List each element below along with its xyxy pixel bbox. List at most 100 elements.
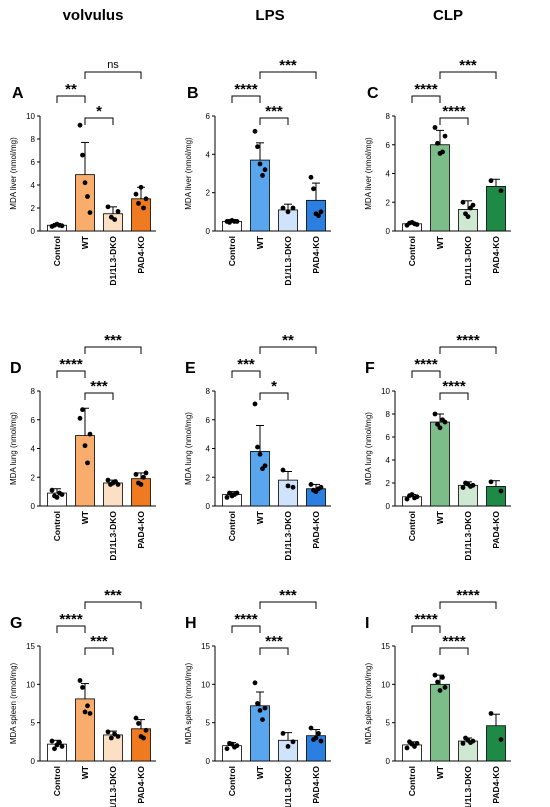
significance-bracket [56, 370, 86, 378]
significance-bracket [259, 117, 289, 125]
category-label: Control [407, 766, 417, 796]
significance-label: *** [104, 332, 122, 349]
y-tick-label: 0 [206, 502, 211, 511]
y-tick-label: 2 [31, 204, 36, 213]
significance-label: **** [414, 81, 438, 98]
category-label: Control [407, 236, 417, 266]
data-point [141, 735, 146, 741]
category-label: WT [435, 765, 445, 779]
data-point [308, 725, 314, 731]
y-tick-label: 4 [206, 150, 211, 159]
data-point [318, 738, 324, 744]
data-point [498, 488, 504, 494]
category-label: D1/1L3-DKO [283, 511, 293, 561]
data-point [437, 688, 443, 693]
panel-label: C [367, 85, 379, 102]
category-label: WT [80, 765, 90, 779]
category-label: Control [52, 766, 62, 796]
data-point [313, 735, 319, 741]
data-point [440, 675, 445, 680]
data-point [488, 711, 494, 716]
category-label: WT [80, 235, 90, 249]
y-tick-label: 2 [206, 189, 211, 198]
data-point [133, 191, 139, 197]
bar-WT [430, 144, 450, 232]
y-tick-label: 8 [386, 410, 391, 419]
bar-D1/1L3-DKO [103, 482, 123, 507]
y-tick-label: 4 [386, 170, 391, 179]
significance-label: **** [234, 81, 258, 98]
panel-B: LPS B 0 2 4 6 MDA liver (nmol/mg) Control WT D1/1… [184, 7, 331, 286]
data-point [437, 425, 443, 431]
y-tick-label: 4 [386, 456, 391, 465]
data-point [435, 140, 440, 146]
significance-bracket [411, 95, 441, 103]
significance-label: * [271, 378, 277, 395]
category-label: PAD4-KO [311, 766, 321, 804]
panel-label: B [187, 85, 199, 102]
data-point [465, 214, 471, 220]
data-point [290, 739, 296, 745]
panel-A: volvulus A 0 2 4 6 8 10 MDA liver (nmol/mg) Contr… [9, 7, 156, 286]
bar-PAD4-KO [486, 186, 506, 232]
y-tick-label: 0 [31, 502, 36, 511]
y-axis-label: MDA spleen (nmol/mg) [9, 662, 18, 744]
data-point [133, 471, 139, 477]
data-point [285, 209, 291, 215]
data-point [442, 133, 448, 139]
y-tick-label: 5 [386, 719, 391, 728]
data-point [435, 679, 440, 685]
category-label: D1/1L3-DKO [108, 766, 118, 807]
panel-I: I 0 5 10 15 MDA spleen (nmol/mg) Control WT D1/1… [364, 587, 511, 807]
panel-label: G [10, 615, 22, 632]
data-point [311, 186, 316, 192]
data-point [470, 202, 476, 208]
y-tick-label: 6 [206, 416, 211, 425]
data-point [255, 444, 260, 450]
data-point [290, 205, 296, 211]
y-tick-label: 5 [31, 719, 36, 728]
significance-label: **** [414, 356, 438, 373]
y-tick-label: 0 [386, 502, 391, 511]
category-label: WT [255, 510, 265, 524]
y-tick-label: 6 [206, 112, 211, 121]
data-point [262, 167, 268, 173]
significance-bracket [439, 71, 497, 79]
panel-label: D [10, 360, 22, 377]
significance-bracket [84, 392, 114, 400]
significance-bracket [259, 647, 289, 655]
data-point [59, 223, 65, 229]
data-point [435, 421, 440, 427]
significance-bracket [84, 117, 114, 125]
data-point [133, 715, 139, 721]
data-point [260, 717, 265, 722]
category-label: PAD4-KO [491, 511, 501, 549]
data-point [234, 219, 240, 224]
column-title: LPS [255, 7, 284, 24]
y-axis-label: MDA lung (nmol/mg) [9, 412, 18, 485]
data-point [108, 214, 114, 220]
data-point [77, 122, 83, 128]
data-point [112, 217, 118, 222]
data-point [234, 490, 240, 496]
data-point [54, 494, 60, 500]
category-label: Control [52, 236, 62, 266]
data-point [432, 125, 438, 130]
significance-label: *** [90, 378, 108, 395]
data-point [85, 460, 90, 466]
panel-label: H [185, 615, 197, 632]
significance-label: **** [442, 103, 466, 120]
panel-D: D 0 2 4 6 8 MDA lung (nmol/mg) Control WT D1/1L3-… [9, 332, 156, 561]
y-tick-label: 10 [201, 680, 210, 689]
data-point [105, 204, 111, 210]
significance-bracket [84, 647, 114, 655]
category-label: D1/1L3-DKO [283, 766, 293, 807]
data-point [414, 222, 420, 227]
category-label: Control [407, 511, 417, 541]
category-label: WT [435, 235, 445, 249]
panel-F: F 0 2 4 6 8 10 MDA lung (nmol/mg) Control WT D1/1L… [364, 332, 511, 561]
data-point [280, 467, 286, 473]
significance-bracket [84, 601, 142, 609]
category-label: PAD4-KO [136, 236, 146, 274]
y-tick-label: 2 [206, 473, 211, 482]
